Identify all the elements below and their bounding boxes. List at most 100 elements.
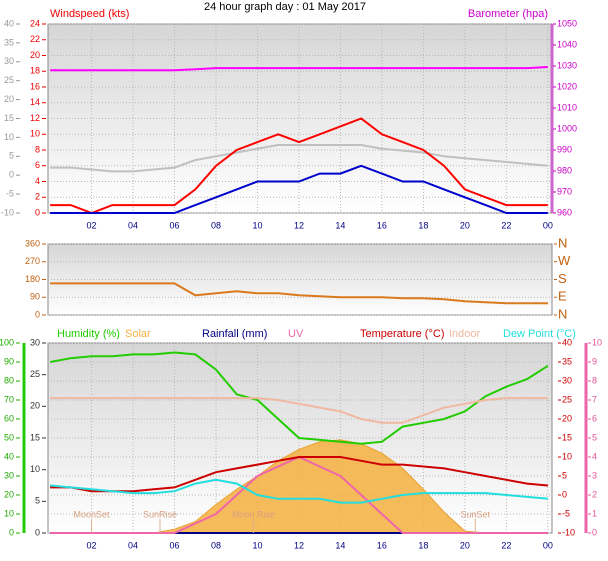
y-tick-label: -5 bbox=[562, 508, 570, 518]
x-tick-label: 08 bbox=[211, 540, 221, 550]
chart-title: 24 hour graph day : 01 May 2017 bbox=[204, 1, 366, 13]
legend-entry: Rainfall (mm) bbox=[202, 328, 267, 340]
y-tick-label: 15 bbox=[30, 432, 40, 442]
x-tick-label: 02 bbox=[87, 220, 97, 230]
y-tick-label: 8 bbox=[592, 375, 597, 385]
y-tick-label: 40 bbox=[4, 18, 14, 28]
line bbox=[50, 478, 548, 504]
y-tick-label: 0 bbox=[9, 170, 14, 180]
y-tick-label: 9 bbox=[592, 356, 597, 366]
y-tick-label: E bbox=[558, 289, 567, 304]
annotation: Moon Rise bbox=[232, 509, 275, 519]
y-tick-label: 1040 bbox=[557, 39, 577, 49]
y-tick-label: 20 bbox=[4, 94, 14, 104]
x-tick-label: 12 bbox=[294, 540, 304, 550]
line bbox=[50, 397, 548, 424]
y-tick-label: 1020 bbox=[557, 81, 577, 91]
y-tick-label: 4 bbox=[592, 451, 597, 461]
y-tick-label: 10 bbox=[30, 464, 40, 474]
line bbox=[50, 282, 548, 305]
y-tick-label: 40 bbox=[4, 451, 14, 461]
x-tick-label: 02 bbox=[87, 540, 97, 550]
y-tick-label: -10 bbox=[562, 527, 575, 537]
y-tick-label: 3 bbox=[592, 470, 597, 480]
x-tick-label: 18 bbox=[418, 540, 428, 550]
x-tick-label: 20 bbox=[460, 220, 470, 230]
x-tick-label: 06 bbox=[170, 220, 180, 230]
y-tick-label: 90 bbox=[4, 356, 14, 366]
y-tick-label: N bbox=[558, 235, 567, 250]
y-tick-label: 30 bbox=[562, 375, 572, 385]
y-tick-label: 30 bbox=[4, 470, 14, 480]
y-tick-label: 8 bbox=[35, 144, 40, 154]
y-tick-label: 6 bbox=[35, 160, 40, 170]
x-tick-label: 06 bbox=[170, 540, 180, 550]
x-tick-label: 10 bbox=[252, 220, 262, 230]
y-tick-label: 0 bbox=[35, 309, 40, 319]
x-tick-label: 18 bbox=[418, 220, 428, 230]
y-tick-label: 20 bbox=[4, 489, 14, 499]
y-tick-label: 1030 bbox=[557, 60, 577, 70]
y-tick-label: 25 bbox=[562, 394, 572, 404]
y-tick-label: 20 bbox=[30, 50, 40, 60]
y-tick-label: 20 bbox=[562, 413, 572, 423]
y-tick-label: 35 bbox=[562, 356, 572, 366]
x-tick-label: 00 bbox=[543, 220, 553, 230]
y-tick-label: 270 bbox=[25, 256, 40, 266]
x-tick-label: 10 bbox=[252, 540, 262, 550]
y-tick-label: 16 bbox=[30, 81, 40, 91]
y-tick-label: 5 bbox=[592, 432, 597, 442]
y-tick-label: 0 bbox=[562, 489, 567, 499]
barometer-label: Barometer (hpa) bbox=[468, 8, 548, 20]
y-tick-label: 360 bbox=[25, 238, 40, 248]
y-tick-label: 14 bbox=[30, 97, 40, 107]
legend-entry: Humidity (%) bbox=[57, 328, 120, 340]
y-tick-label: 18 bbox=[30, 66, 40, 76]
x-tick-label: 20 bbox=[460, 540, 470, 550]
y-tick-label: 970 bbox=[557, 186, 572, 196]
y-tick-label: 70 bbox=[4, 394, 14, 404]
line bbox=[49, 351, 549, 445]
y-tick-label: 0 bbox=[35, 207, 40, 217]
windspeed-label: Windspeed (kts) bbox=[50, 8, 129, 20]
x-tick-label: 04 bbox=[128, 540, 138, 550]
y-tick-label: 10 bbox=[592, 337, 602, 347]
y-tick-label: 50 bbox=[4, 432, 14, 442]
y-tick-label: 1010 bbox=[557, 102, 577, 112]
y-tick-label: 30 bbox=[30, 337, 40, 347]
x-tick-label: 12 bbox=[294, 220, 304, 230]
y-tick-label: 2 bbox=[35, 192, 40, 202]
annotation: SunSet bbox=[460, 509, 490, 519]
annotation: MoonSet bbox=[74, 509, 111, 519]
y-tick-label: 80 bbox=[4, 375, 14, 385]
y-tick-label: 10 bbox=[4, 132, 14, 142]
legend-entry: UV bbox=[288, 328, 304, 340]
y-tick-label: 24 bbox=[30, 18, 40, 28]
y-tick-label: 22 bbox=[30, 34, 40, 44]
y-tick-label: 30 bbox=[4, 56, 14, 66]
y-tick-label: 15 bbox=[562, 432, 572, 442]
y-tick-label: -10 bbox=[1, 207, 14, 217]
y-tick-label: 2 bbox=[592, 489, 597, 499]
line bbox=[50, 164, 548, 214]
x-tick-label: 22 bbox=[501, 540, 511, 550]
y-tick-label: 980 bbox=[557, 165, 572, 175]
x-tick-label: 16 bbox=[377, 220, 387, 230]
y-tick-label: 25 bbox=[30, 369, 40, 379]
line bbox=[50, 66, 548, 72]
y-tick-label: 12 bbox=[30, 113, 40, 123]
x-tick-label: 14 bbox=[335, 220, 345, 230]
y-tick-label: N bbox=[558, 306, 567, 321]
y-tick-label: 0 bbox=[9, 527, 14, 537]
y-tick-label: 20 bbox=[30, 401, 40, 411]
y-tick-label: 10 bbox=[562, 451, 572, 461]
y-tick-label: 0 bbox=[592, 527, 597, 537]
x-tick-label: 00 bbox=[543, 540, 553, 550]
y-tick-label: 35 bbox=[4, 37, 14, 47]
x-tick-label: 14 bbox=[335, 540, 345, 550]
y-tick-label: 4 bbox=[35, 176, 40, 186]
y-tick-label: 15 bbox=[4, 113, 14, 123]
y-tick-label: 25 bbox=[4, 75, 14, 85]
y-tick-label: 10 bbox=[30, 129, 40, 139]
y-tick-label: 1 bbox=[592, 508, 597, 518]
